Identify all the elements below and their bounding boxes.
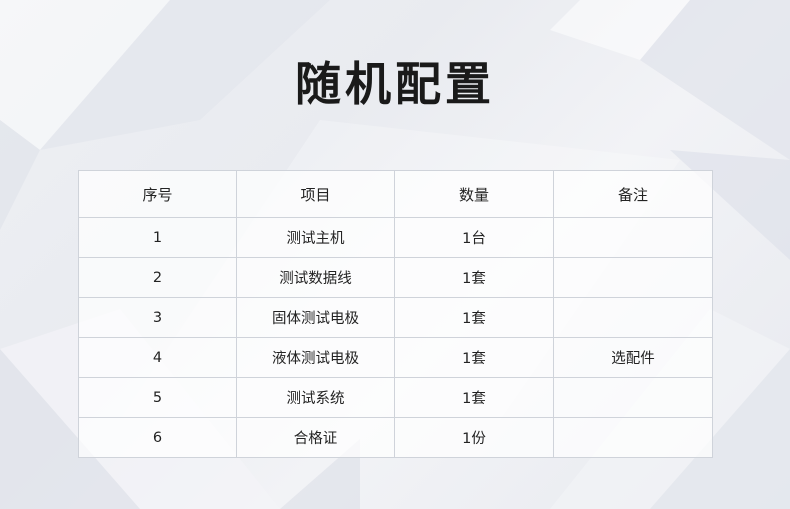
table-row: 6 合格证 1份 (78, 417, 713, 458)
cell-qty: 1份 (394, 417, 554, 458)
config-table-wrapper: 序号 项目 数量 备注 1 测试主机 1台 2 测试数据线 1套 (78, 170, 713, 458)
header-cell-qty: 数量 (394, 170, 554, 218)
cell-qty: 1套 (394, 297, 554, 338)
cell-qty: 1套 (394, 337, 554, 378)
header-cell-seq: 序号 (78, 170, 237, 218)
cell-item: 测试系统 (236, 377, 395, 418)
cell-item: 固体测试电极 (236, 297, 395, 338)
cell-note (553, 297, 713, 338)
page-title: 随机配置 (295, 57, 495, 111)
table-header-row: 序号 项目 数量 备注 (78, 170, 713, 218)
cell-note (553, 257, 713, 298)
table-body: 1 测试主机 1台 2 测试数据线 1套 3 固体测试电极 1套 (78, 217, 713, 458)
cell-item: 液体测试电极 (236, 337, 395, 378)
cell-note (553, 377, 713, 418)
cell-item: 测试主机 (236, 217, 395, 258)
cell-qty: 1台 (394, 217, 554, 258)
table-row: 4 液体测试电极 1套 选配件 (78, 337, 713, 378)
config-table: 序号 项目 数量 备注 1 测试主机 1台 2 测试数据线 1套 (78, 170, 713, 458)
cell-note (553, 417, 713, 458)
cell-note (553, 217, 713, 258)
cell-qty: 1套 (394, 377, 554, 418)
cell-note: 选配件 (553, 337, 713, 378)
cell-seq: 5 (78, 377, 237, 418)
cell-item: 测试数据线 (236, 257, 395, 298)
table-row: 3 固体测试电极 1套 (78, 297, 713, 338)
cell-seq: 6 (78, 417, 237, 458)
table-row: 1 测试主机 1台 (78, 217, 713, 258)
cell-seq: 3 (78, 297, 237, 338)
cell-seq: 2 (78, 257, 237, 298)
cell-seq: 1 (78, 217, 237, 258)
cell-seq: 4 (78, 337, 237, 378)
cell-item: 合格证 (236, 417, 395, 458)
cell-qty: 1套 (394, 257, 554, 298)
header-cell-note: 备注 (553, 170, 713, 218)
table-row: 2 测试数据线 1套 (78, 257, 713, 298)
table-row: 5 测试系统 1套 (78, 377, 713, 418)
table-header: 序号 项目 数量 备注 (78, 170, 713, 218)
header-cell-item: 项目 (236, 170, 395, 218)
